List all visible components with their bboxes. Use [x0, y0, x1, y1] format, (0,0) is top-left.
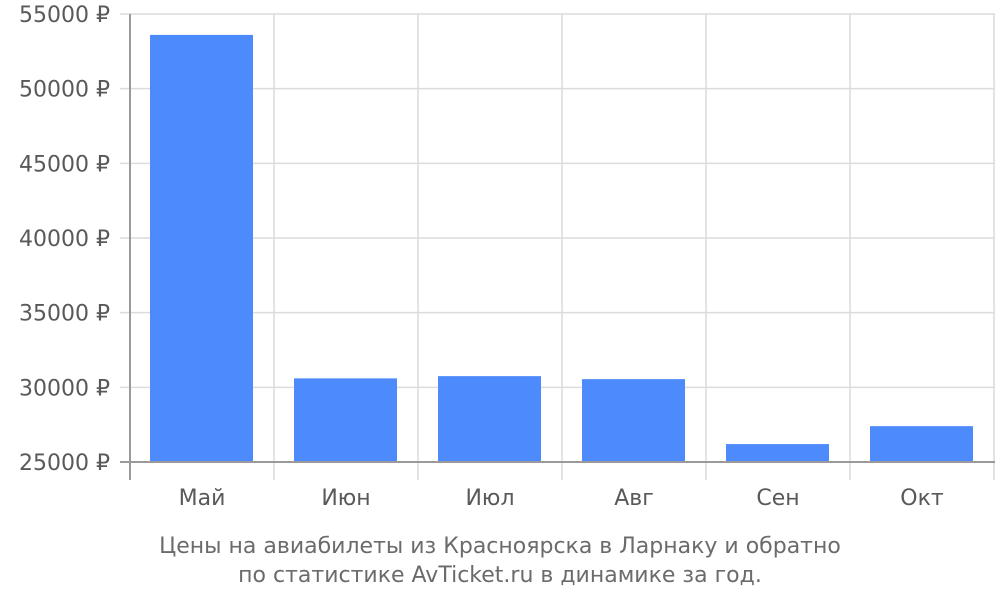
bar-6	[870, 426, 973, 462]
grid-lines	[120, 13, 995, 480]
y-tick-label: 50000 ₽	[19, 78, 110, 103]
x-tick-label: Май	[179, 486, 226, 511]
bars	[150, 34, 973, 462]
y-tick-label: 55000 ₽	[19, 3, 110, 28]
bar-1	[150, 34, 253, 462]
chart-caption-line-2: по статистике AvTicket.ru в динамике за …	[238, 563, 762, 588]
bar-4	[582, 379, 685, 462]
x-tick-label: Июл	[465, 486, 514, 511]
y-tick-label: 40000 ₽	[19, 227, 110, 252]
y-tick-label: 25000 ₽	[19, 451, 110, 476]
y-tick-label: 45000 ₽	[19, 152, 110, 177]
y-tick-label: 30000 ₽	[19, 376, 110, 401]
x-tick-labels: Май Июн Июл Авг Сен Окт	[179, 486, 944, 511]
chart-caption-line-1: Цены на авиабилеты из Красноярска в Ларн…	[159, 534, 841, 559]
x-tick-label: Окт	[900, 486, 944, 511]
bar-2	[294, 378, 397, 462]
x-tick-label: Сен	[756, 486, 799, 511]
bar-3	[438, 376, 541, 462]
axes	[120, 14, 995, 480]
y-tick-labels: 25000 ₽ 30000 ₽ 35000 ₽ 40000 ₽ 45000 ₽ 50000…	[19, 3, 110, 476]
y-tick-label: 35000 ₽	[19, 302, 110, 327]
bar-5	[726, 444, 829, 462]
bar-chart: 25000 ₽ 30000 ₽ 35000 ₽ 40000 ₽ 45000 ₽ 50000…	[19, 3, 995, 511]
x-tick-label: Авг	[614, 486, 654, 511]
x-tick-label: Июн	[321, 486, 370, 511]
